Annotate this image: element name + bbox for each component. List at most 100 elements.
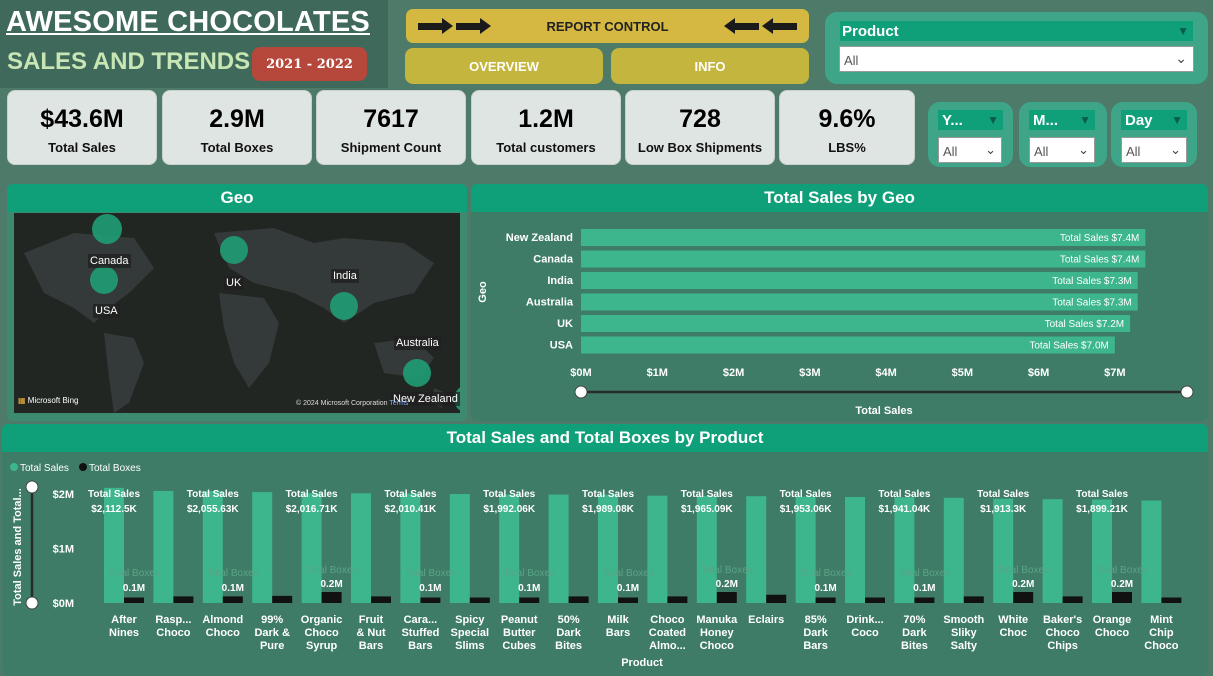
legend-marker-total-sales [10, 463, 18, 471]
geo-bar[interactable] [581, 272, 1138, 289]
product-sales-bar[interactable] [202, 491, 223, 603]
geo-bar[interactable] [581, 229, 1146, 246]
product-boxes-bar[interactable] [124, 597, 144, 604]
product-sales-bar[interactable] [1042, 499, 1063, 603]
product-sales-bar[interactable] [746, 496, 767, 603]
geo-axis-label: Geo [477, 281, 489, 303]
product-boxes-bar[interactable] [173, 596, 194, 603]
month-dropdown[interactable]: All ⌄ [1029, 137, 1095, 163]
report-control-label: REPORT CONTROL [546, 18, 669, 34]
product-category-label: Rasp... Choco [155, 614, 191, 639]
product-sales-data-label: Total Sales [582, 489, 634, 500]
day-dropdown[interactable]: All ⌄ [1121, 137, 1187, 163]
product-boxes-bar[interactable] [568, 596, 589, 603]
product-sales-bar[interactable] [993, 498, 1014, 603]
map-copyright-text: © 2024 Microsoft Corporation [296, 400, 388, 407]
map-bubble-usa[interactable] [90, 266, 118, 294]
product-sales-bar[interactable] [795, 496, 816, 603]
map-bubble-australia[interactable] [403, 359, 431, 387]
product-boxes-bar[interactable] [914, 597, 935, 604]
product-boxes-bar[interactable] [519, 597, 540, 604]
map-bubble-canada[interactable] [92, 214, 122, 244]
product-sales-bar[interactable] [499, 494, 520, 603]
year-slicer-header[interactable]: Y... ▼ [938, 110, 1003, 130]
geo-bar-data-label: Total Sales $7.3M [1052, 298, 1132, 309]
report-control-bar: REPORT CONTROL [406, 9, 809, 43]
map-terms-link[interactable]: Terms [389, 400, 409, 407]
chevron-down-icon: ▼ [1171, 113, 1183, 127]
product-x-axis-label: Product [621, 657, 663, 669]
product-boxes-bar[interactable] [963, 596, 984, 603]
product-sales-bar[interactable] [845, 496, 865, 603]
product-sales-bar[interactable] [449, 494, 470, 603]
day-slicer-header[interactable]: Day ▼ [1121, 110, 1187, 130]
product-sales-bar[interactable] [252, 492, 273, 603]
product-boxes-bar[interactable] [222, 596, 243, 603]
product-sales-data-label: Total Sales [483, 489, 535, 500]
product-sales-bar[interactable] [301, 493, 322, 603]
legend-marker-total-boxes [79, 463, 87, 471]
product-boxes-bar[interactable] [1112, 592, 1132, 603]
product-sales-bar[interactable] [647, 495, 668, 603]
product-sales-bar[interactable] [153, 490, 174, 603]
product-sales-bar[interactable] [400, 493, 421, 603]
month-slicer-header[interactable]: M... ▼ [1029, 110, 1095, 130]
product-boxes-bar[interactable] [420, 597, 441, 604]
product-boxes-bar[interactable] [716, 592, 737, 603]
product-zoom-slider-handle-min[interactable] [25, 596, 39, 610]
geo-range-slider-handle-max[interactable] [1180, 385, 1194, 399]
geo-bar-data-label: Total Sales $7.0M [1029, 341, 1109, 352]
product-boxes-data-value: 0.1M [222, 583, 244, 594]
year-slicer-label: Y... [942, 111, 963, 129]
product-boxes-bar[interactable] [815, 597, 836, 604]
geo-bar-data-label: Total Sales $7.4M [1060, 233, 1140, 244]
geo-bar[interactable] [581, 315, 1131, 332]
geo-bar[interactable] [581, 250, 1146, 268]
product-sales-bar[interactable] [943, 497, 964, 603]
product-slicer-header[interactable]: Product ▼ [840, 21, 1193, 41]
product-sales-bar[interactable] [548, 494, 569, 603]
product-zoom-slider-handle-max[interactable] [25, 480, 39, 494]
product-boxes-bar[interactable] [1062, 596, 1083, 603]
product-boxes-bar[interactable] [469, 597, 490, 604]
map-bubble-uk[interactable] [220, 236, 248, 264]
kpi-lbs-percent: 9.6% LBS% [779, 90, 915, 165]
product-category-label: Choco Coated Almo... [649, 614, 686, 652]
product-boxes-bar[interactable] [667, 596, 688, 603]
overview-button[interactable]: OVERVIEW [405, 48, 603, 84]
product-boxes-bar[interactable] [272, 595, 293, 603]
product-sales-bar[interactable] [598, 494, 618, 603]
product-sales-bar[interactable] [1092, 499, 1112, 603]
product-dropdown[interactable]: All ⌄ [839, 46, 1194, 72]
product-sales-bar[interactable] [894, 497, 915, 603]
product-boxes-bar[interactable] [618, 597, 638, 604]
geo-map[interactable]: Canada UK India USA Australia New Zealan… [14, 213, 460, 413]
geo-range-slider-handle-min[interactable] [574, 385, 588, 399]
product-boxes-bar[interactable] [1013, 592, 1034, 603]
info-button[interactable]: INFO [611, 48, 809, 84]
product-boxes-bar[interactable] [321, 592, 342, 603]
geo-x-tick: $2M [723, 367, 744, 379]
product-boxes-data-label: Total Boxes [800, 568, 852, 579]
sales-by-geo-chart[interactable]: Geo New Zealand Total Sales $7.4M Canada Tot… [471, 212, 1208, 421]
product-category-label: 50% Dark Bites [555, 614, 582, 652]
geo-bar[interactable] [581, 336, 1115, 354]
product-boxes-data-label: Total Boxes [503, 568, 555, 579]
geo-bar[interactable] [581, 293, 1138, 311]
map-bubble-india[interactable] [330, 292, 358, 320]
legend-label-total-boxes: Total Boxes [89, 463, 141, 474]
product-boxes-bar[interactable] [766, 594, 787, 603]
sales-by-product-chart[interactable]: Total Sales Total Boxes Total Sales and To… [2, 452, 1208, 676]
month-slicer: M... ▼ All ⌄ [1019, 102, 1107, 167]
product-boxes-data-label: Total Boxes [207, 568, 259, 579]
geo-x-tick: $3M [799, 367, 820, 379]
year-dropdown[interactable]: All ⌄ [938, 137, 1002, 163]
product-boxes-bar[interactable] [865, 597, 885, 604]
product-boxes-bar[interactable] [371, 596, 391, 603]
product-sales-bar[interactable] [696, 495, 717, 603]
product-sales-bar[interactable] [1141, 500, 1162, 603]
product-sales-bar[interactable] [104, 487, 124, 603]
product-sales-bar[interactable] [351, 493, 371, 603]
product-boxes-bar[interactable] [1161, 597, 1182, 604]
map-label-uk: UK [224, 276, 244, 290]
